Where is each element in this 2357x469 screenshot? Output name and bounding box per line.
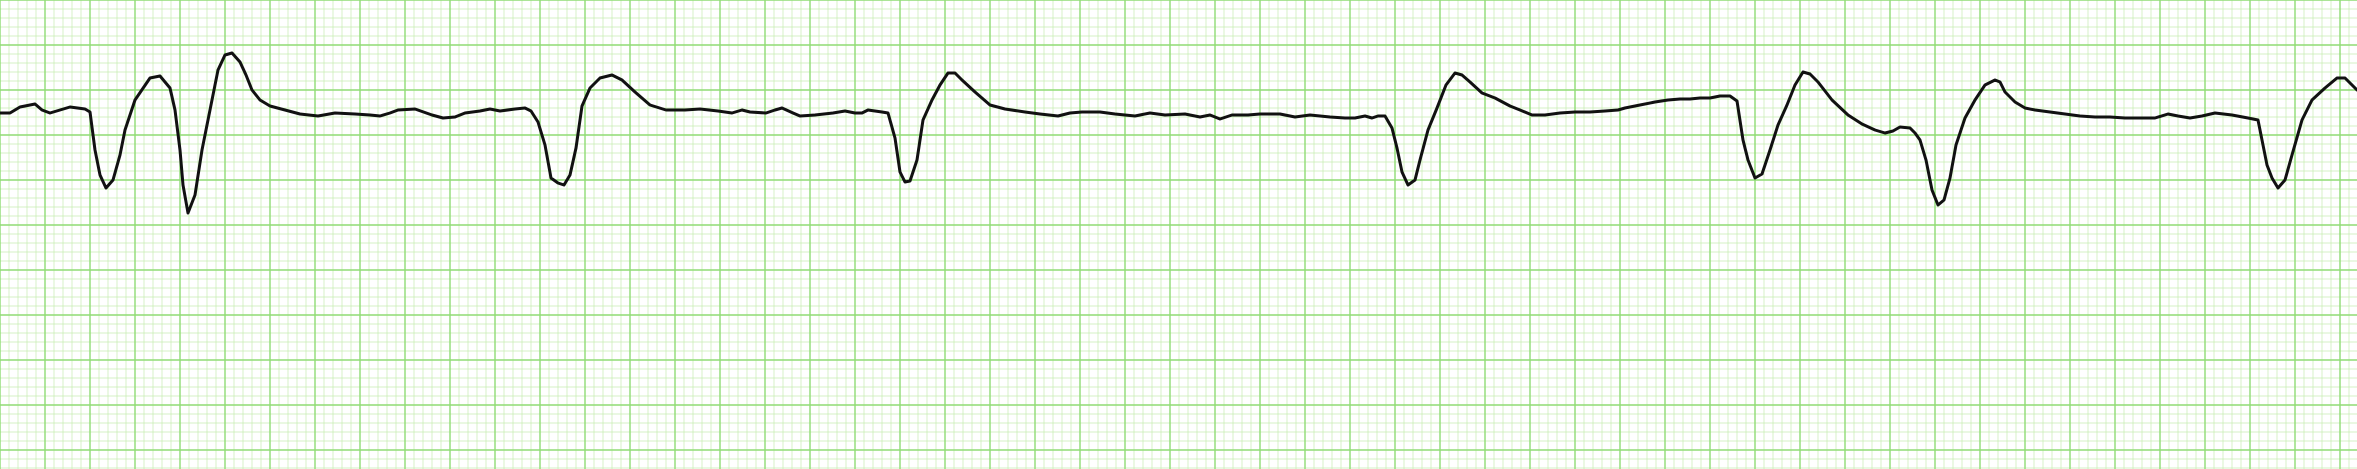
- ecg-trace-line: [0, 51, 2357, 215]
